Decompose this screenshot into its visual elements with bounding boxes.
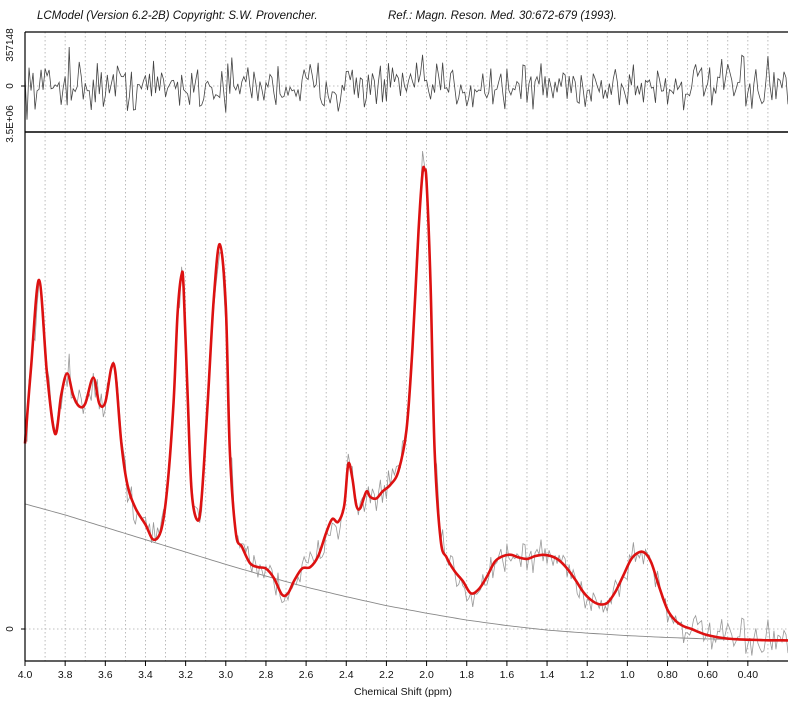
x-tick-label: 3.0 — [218, 669, 233, 681]
x-tick-label: 2.6 — [299, 669, 314, 681]
plot-frames — [24, 31, 788, 662]
x-axis-label: Chemical Shift (ppm) — [354, 686, 452, 698]
x-tick-label: 1.4 — [540, 669, 555, 681]
x-tick-label: 3.4 — [138, 669, 153, 681]
x-tick-label: 0.40 — [738, 669, 759, 681]
residual-ytick-zero: 0 — [5, 83, 16, 89]
spectrum-panel — [23, 151, 788, 656]
x-tick-label: 0.60 — [697, 669, 718, 681]
residual-ytick-max: 357148 — [5, 28, 16, 62]
x-tick-label: 1.8 — [459, 669, 474, 681]
x-tick-label: 3.8 — [58, 669, 73, 681]
x-tick-label: 1.2 — [580, 669, 595, 681]
residual-trace — [24, 46, 788, 120]
fit-curve — [23, 165, 788, 642]
spectrum-ytick-max: 3.5E+06 — [5, 105, 16, 143]
residual-panel — [24, 46, 788, 120]
plot-header: LCModel (Version 6.2-2B) Copyright: S.W.… — [0, 0, 788, 30]
x-tick-label: 3.2 — [178, 669, 193, 681]
x-tick-label: 3.6 — [98, 669, 113, 681]
residual-grid — [25, 32, 788, 132]
spectrum-ytick-zero: 0 — [5, 626, 16, 632]
x-tick-label: 4.0 — [18, 669, 33, 681]
spectrum-grid — [25, 132, 788, 661]
x-tick-label: 2.0 — [419, 669, 434, 681]
axis-labels: 357148 0 3.5E+06 0 4.0 3.8 3.6 3.4 3.2 3.0 2.8 2.6 2… — [5, 28, 758, 698]
x-tick-label: 2.4 — [339, 669, 354, 681]
raw-spectrum-trace — [24, 151, 788, 656]
lcmodel-title: LCModel (Version 6.2-2B) Copyright: S.W.… — [37, 10, 318, 22]
reference-citation: Ref.: Magn. Reson. Med. 30:672-679 (1993… — [388, 10, 617, 22]
baseline-curve — [24, 503, 788, 641]
x-tick-label: 2.2 — [379, 669, 394, 681]
x-tick-label: 1.6 — [500, 669, 515, 681]
x-tick-label: 2.8 — [259, 669, 274, 681]
x-tick-label: 0.80 — [657, 669, 678, 681]
x-tick-label: 1.0 — [620, 669, 635, 681]
